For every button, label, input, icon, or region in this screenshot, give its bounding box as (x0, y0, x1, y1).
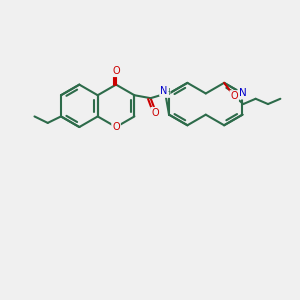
Text: O: O (112, 122, 120, 132)
Text: N: N (238, 88, 246, 98)
Text: O: O (151, 108, 159, 118)
Text: O: O (112, 66, 120, 76)
Text: N: N (160, 86, 167, 96)
Text: O: O (230, 91, 238, 101)
Text: H: H (164, 88, 170, 97)
